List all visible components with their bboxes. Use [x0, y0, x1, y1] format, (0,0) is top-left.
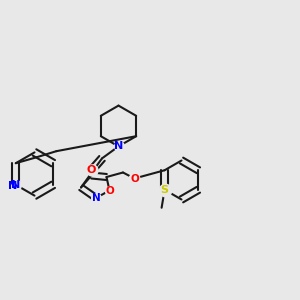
Text: N: N	[8, 181, 17, 191]
Text: S: S	[160, 185, 169, 195]
Text: N: N	[11, 180, 20, 190]
Text: O: O	[105, 185, 114, 196]
Text: O: O	[130, 173, 139, 184]
Text: N: N	[92, 193, 100, 203]
Text: N: N	[114, 141, 123, 152]
Text: O: O	[87, 165, 96, 176]
